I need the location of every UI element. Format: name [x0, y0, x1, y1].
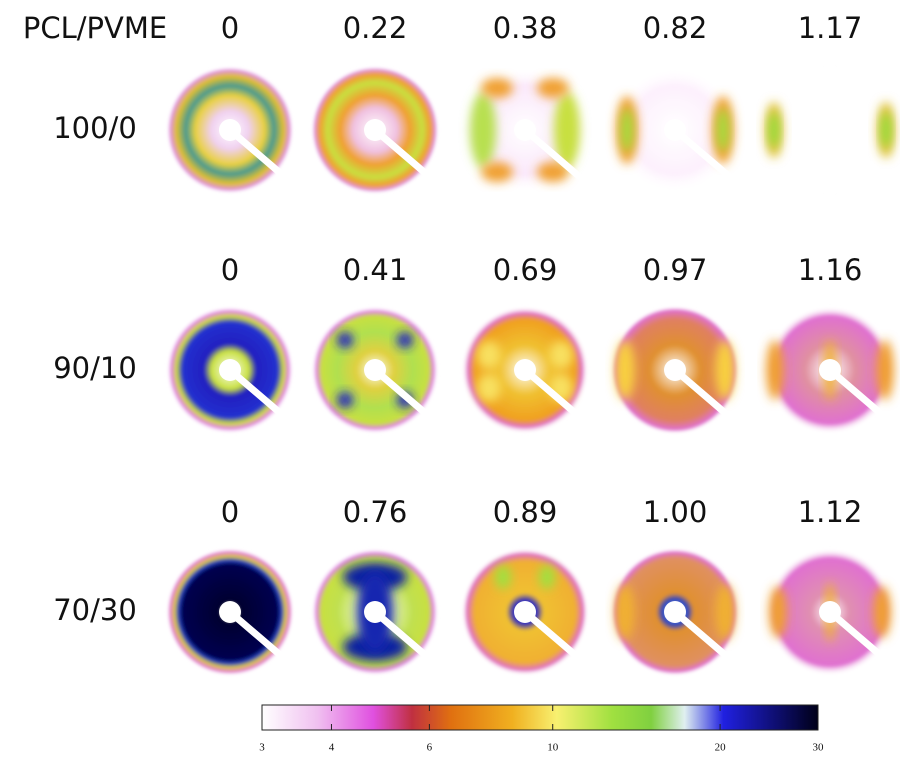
- scattering-pattern: [312, 307, 438, 433]
- pattern-lobe: [621, 108, 633, 152]
- strain-label: 0.76: [343, 495, 408, 529]
- pattern-lobe: [549, 341, 573, 369]
- beam-stop-center: [364, 359, 386, 381]
- beam-stop: [827, 127, 889, 181]
- scattering-pattern: [612, 549, 738, 675]
- scattering-pattern: [767, 549, 893, 675]
- header-label: PCL/PVME: [23, 11, 167, 45]
- scattering-pattern: [462, 549, 588, 675]
- pattern-lobe: [537, 162, 569, 182]
- scattering-pattern: [312, 67, 438, 193]
- row-label: 90/10: [53, 351, 137, 385]
- beam-stop: [827, 367, 889, 421]
- strain-label: 0.22: [343, 11, 408, 45]
- scattering-pattern: [462, 67, 588, 193]
- beam-stop-center: [819, 601, 841, 623]
- beam-stop-center: [364, 119, 386, 141]
- colorbar-tick-label: 30: [813, 742, 825, 754]
- scattering-pattern: [766, 307, 894, 433]
- beam-stop-center: [364, 601, 386, 623]
- pattern-lobe: [717, 108, 729, 152]
- scattering-pattern: [167, 549, 293, 675]
- scattering-pattern: [167, 67, 293, 193]
- pattern-lobe: [397, 332, 413, 348]
- strain-label: 0: [221, 11, 239, 45]
- beam-stop-center: [514, 601, 536, 623]
- pattern-lobe: [615, 340, 635, 400]
- beam-stop-center: [514, 359, 536, 381]
- pattern-lobe: [715, 340, 735, 400]
- beam-stop-center: [514, 119, 536, 141]
- beam-stop-center: [664, 359, 686, 381]
- beam-stop: [522, 609, 584, 663]
- pattern-lobe: [537, 78, 569, 98]
- pattern-lobe: [337, 332, 353, 348]
- pattern-lobe: [615, 584, 635, 640]
- beam-stop: [372, 127, 434, 181]
- beam-stop: [522, 367, 584, 421]
- pattern-lobe: [876, 340, 894, 400]
- beam-stop: [227, 367, 289, 421]
- beam-stop: [522, 127, 584, 181]
- beam-stop: [672, 609, 734, 663]
- scattering-pattern: [167, 307, 293, 433]
- strain-label: 0.82: [643, 11, 708, 45]
- scattering-pattern: [462, 307, 588, 433]
- beam-stop-center: [664, 119, 686, 141]
- colorbar: [261, 704, 819, 731]
- strain-label: 0.41: [343, 253, 408, 287]
- pattern-lobe: [554, 92, 580, 168]
- colorbar-tick-label: 3: [259, 742, 265, 754]
- beam-stop: [372, 367, 434, 421]
- strain-label: 0.69: [493, 253, 558, 287]
- scattering-pattern: [765, 67, 895, 193]
- strain-label: 1.00: [643, 495, 708, 529]
- pattern-lobe: [881, 112, 891, 148]
- beam-stop-center: [664, 601, 686, 623]
- scattering-pattern: [612, 307, 738, 433]
- beam-stop: [372, 609, 434, 663]
- strain-label: 1.17: [798, 11, 863, 45]
- beam-stop-center: [219, 601, 241, 623]
- pattern-lobe: [477, 341, 501, 369]
- pattern-lobe: [769, 112, 779, 148]
- pattern-lobe: [337, 392, 353, 408]
- pattern-lobe: [481, 162, 513, 182]
- beam-stop-center: [819, 119, 841, 141]
- beam-stop-center: [819, 359, 841, 381]
- pattern-lobe: [873, 586, 891, 638]
- beam-stop: [227, 609, 289, 663]
- pattern-lobe: [766, 340, 784, 400]
- pattern-lobe: [769, 586, 787, 638]
- pattern-lobe: [715, 584, 735, 640]
- pattern-lobe: [481, 78, 513, 98]
- scattering-pattern: [612, 67, 738, 193]
- strain-label: 0.38: [493, 11, 558, 45]
- beam-stop: [672, 367, 734, 421]
- colorbar-tick-label: 4: [329, 742, 335, 754]
- colorbar-tick-label: 10: [547, 742, 559, 754]
- strain-label: 1.16: [798, 253, 863, 287]
- beam-stop: [227, 127, 289, 181]
- pattern-lobe: [470, 92, 496, 168]
- colorbar-tick-label: 6: [427, 742, 433, 754]
- row-label: 70/30: [53, 593, 137, 627]
- beam-stop: [672, 127, 734, 181]
- beam-stop-center: [219, 359, 241, 381]
- strain-label: 0: [221, 253, 239, 287]
- scattering-pattern: [312, 549, 438, 675]
- colorbar-tick-label: 20: [715, 742, 727, 754]
- pattern-lobe: [477, 374, 501, 402]
- pattern-lobe: [495, 565, 511, 589]
- beam-stop-center: [219, 119, 241, 141]
- strain-label: 1.12: [798, 495, 863, 529]
- strain-label: 0: [221, 495, 239, 529]
- pattern-lobe: [539, 565, 555, 589]
- row-label: 100/0: [53, 111, 137, 145]
- beam-stop: [827, 609, 889, 663]
- strain-label: 0.89: [493, 495, 558, 529]
- strain-label: 0.97: [643, 253, 708, 287]
